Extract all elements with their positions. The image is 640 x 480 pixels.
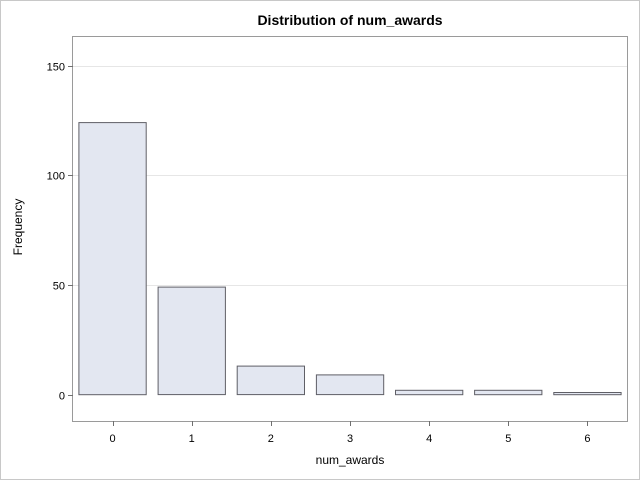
x-tick-label: 1 xyxy=(189,433,195,445)
x-tick-label: 0 xyxy=(110,433,116,445)
bars xyxy=(78,122,622,396)
bar-1 xyxy=(157,286,226,396)
y-tick-label: 100 xyxy=(47,171,65,183)
x-axis-ticks: 0 1 2 3 4 5 6 xyxy=(110,421,590,445)
x-tick-label: 5 xyxy=(505,433,511,445)
y-tick-label: 0 xyxy=(59,391,65,403)
y-tick-label: 150 xyxy=(47,62,65,74)
gridlines xyxy=(73,66,627,286)
x-tick-label: 6 xyxy=(584,433,590,445)
chart-title: Distribution of num_awards xyxy=(257,12,442,28)
y-axis-label: Frequency xyxy=(11,199,25,256)
bar-0 xyxy=(78,122,147,396)
x-tick-label: 3 xyxy=(347,433,353,445)
bar-5 xyxy=(474,389,543,396)
bar-4 xyxy=(395,389,464,396)
x-tick-label: 2 xyxy=(268,433,274,445)
bar-2 xyxy=(236,365,305,396)
bar-3 xyxy=(315,374,385,396)
x-axis-label: num_awards xyxy=(316,453,385,467)
y-tick-label: 50 xyxy=(53,281,65,293)
y-axis-ticks: 0 50 100 150 xyxy=(47,62,73,403)
bar-6 xyxy=(553,392,622,396)
x-tick-label: 4 xyxy=(426,433,432,445)
